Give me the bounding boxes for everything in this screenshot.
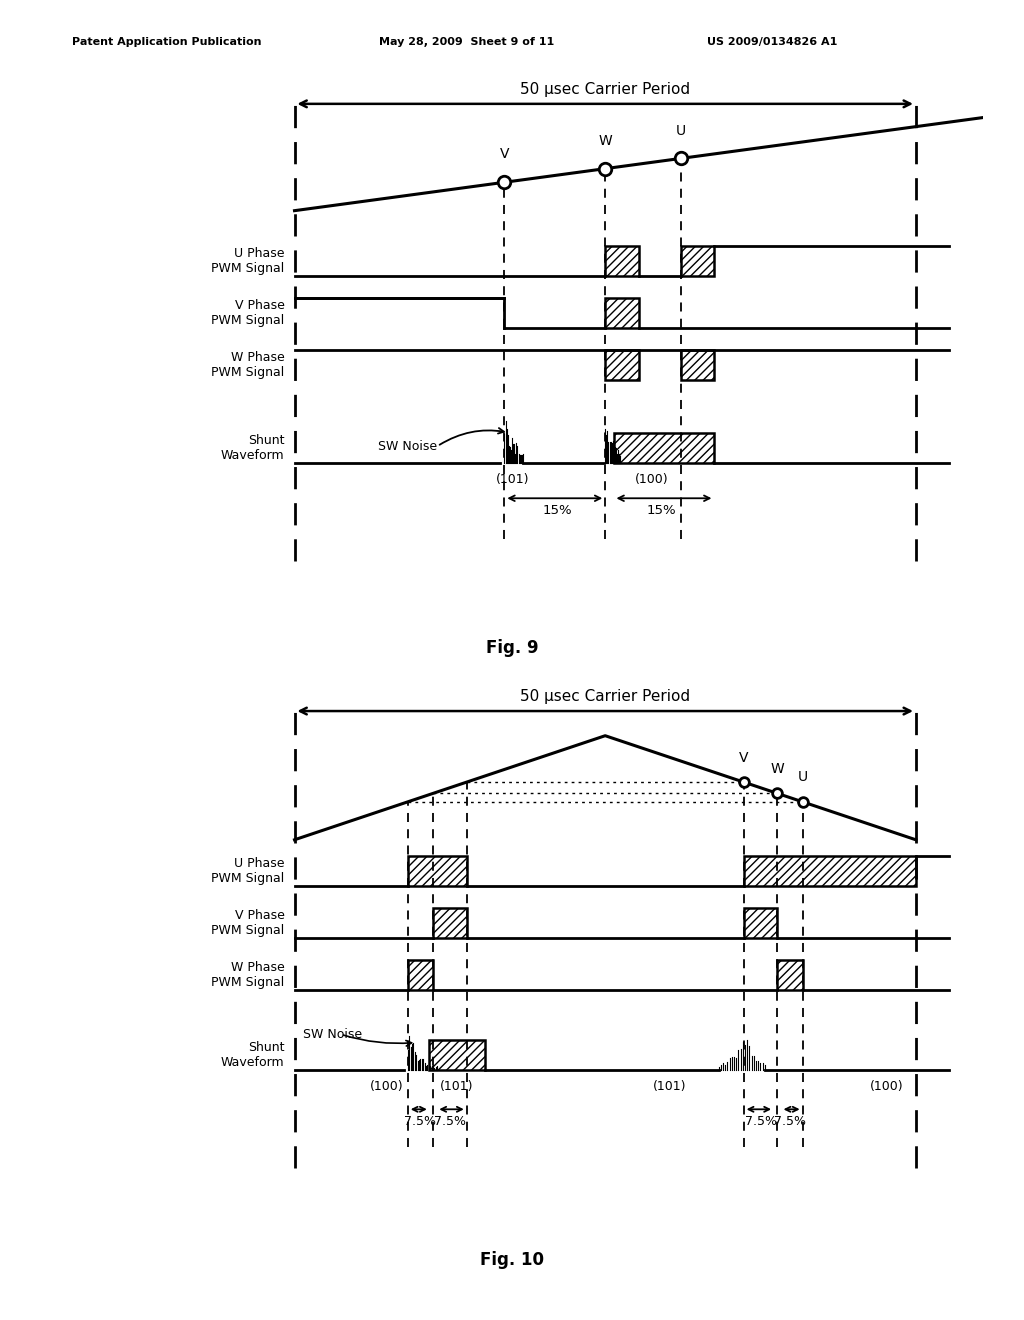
Text: US 2009/0134826 A1: US 2009/0134826 A1 [707,37,837,48]
Text: U Phase
PWM Signal: U Phase PWM Signal [211,857,285,886]
Bar [777,961,803,990]
Bar [429,1040,485,1069]
Text: May 28, 2009  Sheet 9 of 11: May 28, 2009 Sheet 9 of 11 [379,37,554,48]
Text: (100): (100) [635,473,669,486]
Bar [408,961,433,990]
Bar [433,908,467,939]
Bar [743,908,777,939]
Text: (101): (101) [653,1080,686,1093]
Text: U Phase
PWM Signal: U Phase PWM Signal [211,247,285,276]
Text: 15%: 15% [542,504,571,516]
Bar [408,857,467,886]
Bar [605,350,639,380]
Text: Fig. 9: Fig. 9 [485,639,539,657]
Text: 7.5%: 7.5% [434,1115,466,1127]
Text: V Phase
PWM Signal: V Phase PWM Signal [211,300,285,327]
Text: W Phase
PWM Signal: W Phase PWM Signal [211,961,285,990]
Text: V Phase
PWM Signal: V Phase PWM Signal [211,909,285,937]
Text: 15%: 15% [647,504,677,516]
Text: W: W [598,133,612,148]
Text: W Phase
PWM Signal: W Phase PWM Signal [211,351,285,379]
Text: Fig. 10: Fig. 10 [480,1251,544,1270]
Text: Shunt
Waveform: Shunt Waveform [221,433,285,462]
Text: (100): (100) [370,1080,403,1093]
Text: V: V [739,751,749,764]
Text: W: W [770,762,784,776]
Text: V: V [500,148,509,161]
Text: U: U [676,124,686,137]
Text: (100): (100) [869,1080,903,1093]
Text: (101): (101) [440,1080,474,1093]
Text: SW Noise: SW Noise [379,440,437,453]
Bar [605,298,639,329]
Bar [613,433,715,462]
Text: Shunt
Waveform: Shunt Waveform [221,1040,285,1069]
Text: (101): (101) [496,473,529,486]
Text: U: U [798,771,808,784]
Text: 50 μsec Carrier Period: 50 μsec Carrier Period [520,689,690,704]
Text: Patent Application Publication: Patent Application Publication [72,37,261,48]
Bar [743,857,915,886]
Bar [681,247,715,276]
Bar [681,350,715,380]
Text: 7.5%: 7.5% [404,1115,436,1127]
Text: 50 μsec Carrier Period: 50 μsec Carrier Period [520,82,690,96]
Text: 7.5%: 7.5% [774,1115,806,1127]
Bar [605,247,639,276]
Text: SW Noise: SW Noise [303,1028,362,1040]
Text: 7.5%: 7.5% [744,1115,776,1127]
